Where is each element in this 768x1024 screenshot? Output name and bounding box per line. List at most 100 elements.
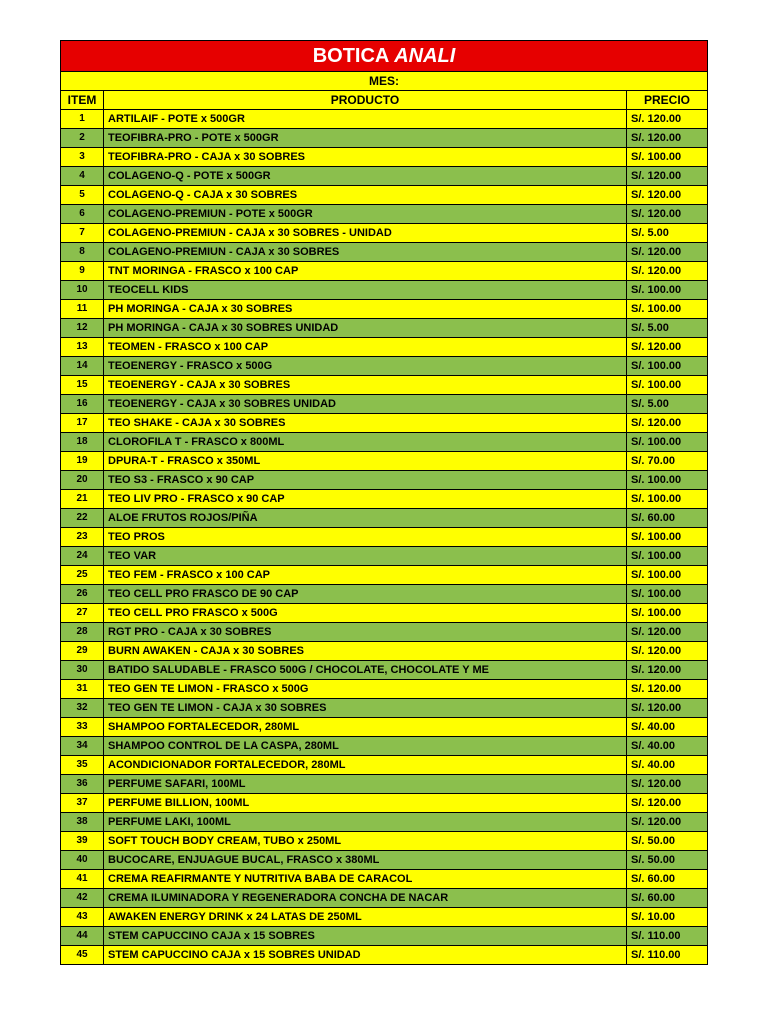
cell-precio: S/. 60.00: [627, 870, 708, 889]
table-row: 29BURN AWAKEN - CAJA x 30 SOBRESS/. 120.…: [61, 642, 708, 661]
cell-precio: S/. 120.00: [627, 699, 708, 718]
cell-precio: S/. 120.00: [627, 129, 708, 148]
cell-producto: COLAGENO-Q - POTE x 500GR: [104, 167, 627, 186]
table-row: 8COLAGENO-PREMIUN - CAJA x 30 SOBRESS/. …: [61, 243, 708, 262]
cell-precio: S/. 120.00: [627, 680, 708, 699]
table-row: 23TEO PROSS/. 100.00: [61, 528, 708, 547]
cell-item: 20: [61, 471, 104, 490]
table-row: 21TEO LIV PRO - FRASCO x 90 CAPS/. 100.0…: [61, 490, 708, 509]
cell-producto: TEOENERGY - CAJA x 30 SOBRES: [104, 376, 627, 395]
cell-producto: TEO LIV PRO - FRASCO x 90 CAP: [104, 490, 627, 509]
cell-producto: COLAGENO-PREMIUN - CAJA x 30 SOBRES: [104, 243, 627, 262]
cell-precio: S/. 100.00: [627, 528, 708, 547]
header-precio: PRECIO: [627, 91, 708, 110]
cell-item: 43: [61, 908, 104, 927]
table-row: 27TEO CELL PRO FRASCO x 500GS/. 100.00: [61, 604, 708, 623]
cell-item: 41: [61, 870, 104, 889]
cell-producto: TEO GEN TE LIMON - FRASCO x 500G: [104, 680, 627, 699]
cell-producto: TEO SHAKE - CAJA x 30 SOBRES: [104, 414, 627, 433]
cell-item: 32: [61, 699, 104, 718]
cell-item: 10: [61, 281, 104, 300]
table-row: 43AWAKEN ENERGY DRINK x 24 LATAS DE 250M…: [61, 908, 708, 927]
cell-item: 7: [61, 224, 104, 243]
cell-producto: SHAMPOO CONTROL DE LA CASPA, 280ML: [104, 737, 627, 756]
cell-item: 40: [61, 851, 104, 870]
cell-producto: TEOFIBRA-PRO - CAJA x 30 SOBRES: [104, 148, 627, 167]
cell-producto: TEO GEN TE LIMON - CAJA x 30 SOBRES: [104, 699, 627, 718]
cell-item: 16: [61, 395, 104, 414]
table-row: 31TEO GEN TE LIMON - FRASCO x 500GS/. 12…: [61, 680, 708, 699]
cell-precio: S/. 5.00: [627, 319, 708, 338]
cell-producto: COLAGENO-PREMIUN - CAJA x 30 SOBRES - UN…: [104, 224, 627, 243]
title-text-2: ANALI: [394, 45, 455, 67]
cell-producto: BUCOCARE, ENJUAGUE BUCAL, FRASCO x 380ML: [104, 851, 627, 870]
table-row: 12PH MORINGA - CAJA x 30 SOBRES UNIDADS/…: [61, 319, 708, 338]
title-cell: BOTICA ANALI: [61, 41, 708, 72]
mes-cell: MES:: [61, 72, 708, 91]
cell-producto: TEOENERGY - FRASCO x 500G: [104, 357, 627, 376]
cell-producto: TEOFIBRA-PRO - POTE x 500GR: [104, 129, 627, 148]
cell-producto: TNT MORINGA - FRASCO x 100 CAP: [104, 262, 627, 281]
cell-item: 26: [61, 585, 104, 604]
table-row: 42CREMA ILUMINADORA Y REGENERADORA CONCH…: [61, 889, 708, 908]
cell-item: 22: [61, 509, 104, 528]
cell-precio: S/. 120.00: [627, 661, 708, 680]
cell-producto: PH MORINGA - CAJA x 30 SOBRES: [104, 300, 627, 319]
cell-item: 30: [61, 661, 104, 680]
cell-item: 28: [61, 623, 104, 642]
cell-item: 9: [61, 262, 104, 281]
cell-producto: BATIDO SALUDABLE - FRASCO 500G / CHOCOLA…: [104, 661, 627, 680]
cell-producto: SHAMPOO FORTALECEDOR, 280ML: [104, 718, 627, 737]
cell-producto: TEO CELL PRO FRASCO x 500G: [104, 604, 627, 623]
table-row: 5COLAGENO-Q - CAJA x 30 SOBRESS/. 120.00: [61, 186, 708, 205]
cell-item: 14: [61, 357, 104, 376]
table-row: 11PH MORINGA - CAJA x 30 SOBRESS/. 100.0…: [61, 300, 708, 319]
cell-precio: S/. 120.00: [627, 262, 708, 281]
cell-precio: S/. 120.00: [627, 775, 708, 794]
cell-precio: S/. 60.00: [627, 889, 708, 908]
table-row: 20TEO S3 - FRASCO x 90 CAPS/. 100.00: [61, 471, 708, 490]
cell-precio: S/. 5.00: [627, 395, 708, 414]
table-row: 22ALOE FRUTOS ROJOS/PIÑAS/. 60.00: [61, 509, 708, 528]
cell-item: 38: [61, 813, 104, 832]
cell-item: 1: [61, 110, 104, 129]
table-row: 34SHAMPOO CONTROL DE LA CASPA, 280MLS/. …: [61, 737, 708, 756]
cell-precio: S/. 120.00: [627, 167, 708, 186]
cell-item: 33: [61, 718, 104, 737]
cell-precio: S/. 40.00: [627, 737, 708, 756]
table-row: 9TNT MORINGA - FRASCO x 100 CAPS/. 120.0…: [61, 262, 708, 281]
cell-producto: PERFUME LAKI, 100ML: [104, 813, 627, 832]
table-row: 26TEO CELL PRO FRASCO DE 90 CAPS/. 100.0…: [61, 585, 708, 604]
cell-item: 5: [61, 186, 104, 205]
table-row: 10TEOCELL KIDSS/. 100.00: [61, 281, 708, 300]
table-row: 1ARTILAIF - POTE x 500GRS/. 120.00: [61, 110, 708, 129]
cell-producto: PERFUME SAFARI, 100ML: [104, 775, 627, 794]
cell-item: 12: [61, 319, 104, 338]
cell-item: 8: [61, 243, 104, 262]
cell-precio: S/. 100.00: [627, 604, 708, 623]
table-row: 6COLAGENO-PREMIUN - POTE x 500GRS/. 120.…: [61, 205, 708, 224]
table-row: 41CREMA REAFIRMANTE Y NUTRITIVA BABA DE …: [61, 870, 708, 889]
cell-item: 42: [61, 889, 104, 908]
cell-precio: S/. 70.00: [627, 452, 708, 471]
cell-producto: PERFUME BILLION, 100ML: [104, 794, 627, 813]
table-row: 15TEOENERGY - CAJA x 30 SOBRESS/. 100.00: [61, 376, 708, 395]
cell-producto: BURN AWAKEN - CAJA x 30 SOBRES: [104, 642, 627, 661]
table-row: 7COLAGENO-PREMIUN - CAJA x 30 SOBRES - U…: [61, 224, 708, 243]
table-row: 25TEO FEM - FRASCO x 100 CAPS/. 100.00: [61, 566, 708, 585]
cell-precio: S/. 40.00: [627, 756, 708, 775]
cell-producto: TEOCELL KIDS: [104, 281, 627, 300]
cell-precio: S/. 100.00: [627, 471, 708, 490]
table-row: 14TEOENERGY - FRASCO x 500GS/. 100.00: [61, 357, 708, 376]
cell-item: 18: [61, 433, 104, 452]
cell-item: 19: [61, 452, 104, 471]
cell-precio: S/. 120.00: [627, 623, 708, 642]
cell-precio: S/. 120.00: [627, 205, 708, 224]
cell-precio: S/. 110.00: [627, 946, 708, 965]
cell-item: 25: [61, 566, 104, 585]
table-row: 36PERFUME SAFARI, 100MLS/. 120.00: [61, 775, 708, 794]
cell-producto: CREMA REAFIRMANTE Y NUTRITIVA BABA DE CA…: [104, 870, 627, 889]
cell-item: 27: [61, 604, 104, 623]
cell-item: 13: [61, 338, 104, 357]
cell-precio: S/. 50.00: [627, 832, 708, 851]
